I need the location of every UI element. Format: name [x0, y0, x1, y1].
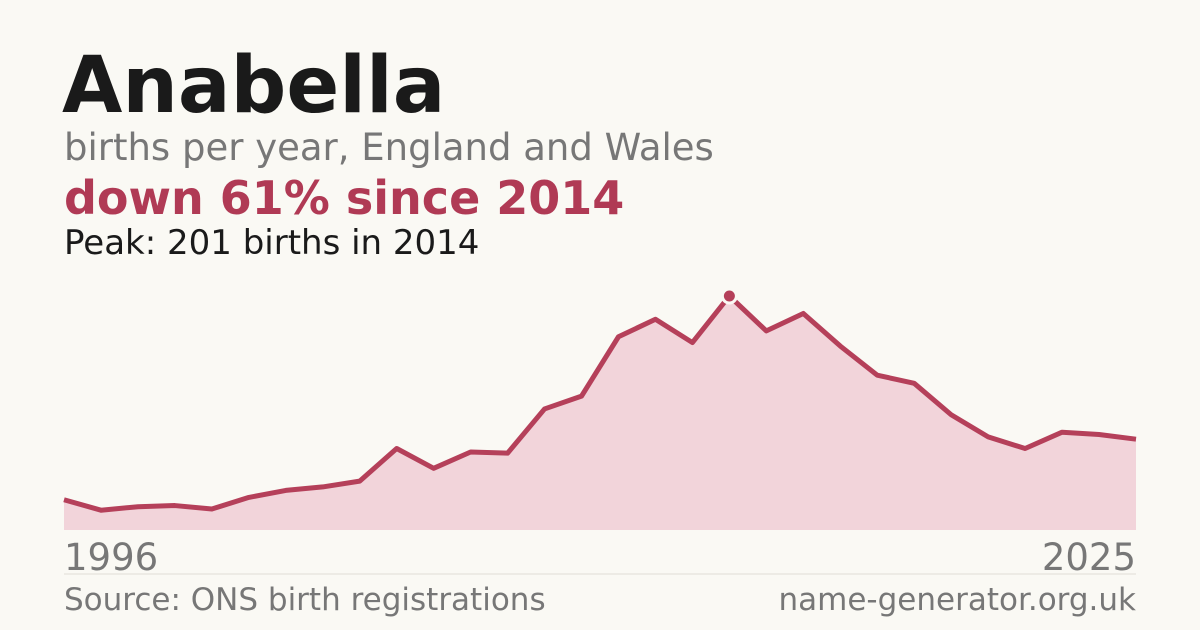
line: [63, 293, 1137, 513]
annotation: Peak: 201 births in 2014: [64, 223, 479, 263]
headline: down 61% since 2014: [64, 171, 624, 225]
x-tick-label: 2025: [1042, 536, 1136, 579]
peak-marker: [720, 287, 738, 305]
chart-title: Anabella: [62, 41, 445, 131]
source: Source: ONS birth registrations: [64, 582, 546, 618]
site: name-generator.org.uk: [779, 582, 1137, 618]
subtitle: births per year, England and Wales: [64, 126, 714, 169]
area: [64, 296, 1136, 530]
x-tick-label: 1996: [64, 536, 158, 579]
